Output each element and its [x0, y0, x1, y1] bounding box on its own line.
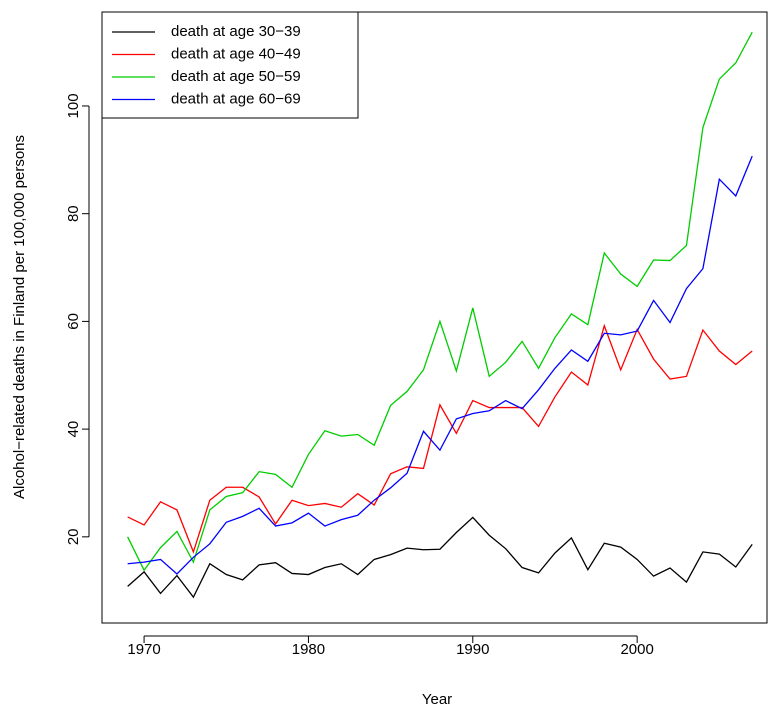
- x-axis-title: Year: [422, 691, 452, 708]
- x-tick-label: 1990: [456, 641, 489, 658]
- x-tick-label: 1970: [127, 641, 160, 658]
- y-tick-label: 60: [65, 313, 82, 330]
- series-line: [127, 516, 753, 599]
- series-line: [127, 31, 753, 572]
- x-tick-label: 2000: [620, 641, 653, 658]
- y-tick-label: 100: [65, 93, 82, 118]
- y-axis-title: Alcohol−related deaths in Finland per 10…: [11, 135, 28, 499]
- legend-label: death at age 40−49: [171, 45, 301, 62]
- legend-label: death at age 30−39: [171, 23, 301, 40]
- y-tick-label: 20: [65, 528, 82, 545]
- y-tick-label: 80: [65, 205, 82, 222]
- x-tick-label: 1980: [292, 641, 325, 658]
- legend-label: death at age 50−59: [171, 68, 301, 85]
- legend-label: death at age 60−69: [171, 90, 301, 107]
- y-tick-label: 40: [65, 421, 82, 438]
- legend-box: [101, 11, 359, 119]
- series-line: [127, 155, 753, 575]
- series-line: [127, 323, 753, 554]
- plot-frame: [101, 11, 768, 624]
